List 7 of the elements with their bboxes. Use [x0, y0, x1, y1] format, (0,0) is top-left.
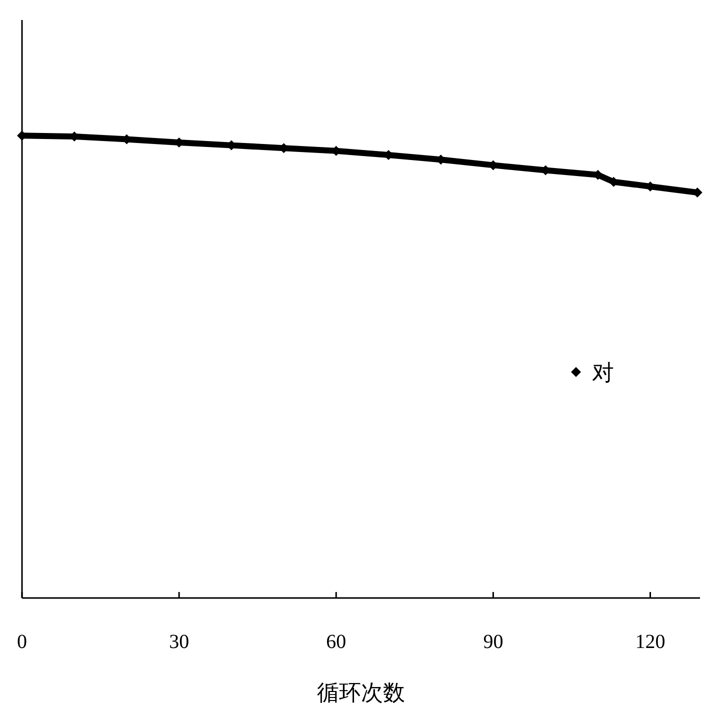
x-tick-label: 0	[17, 631, 27, 653]
x-tick-label: 60	[326, 631, 346, 653]
x-tick-label: 30	[169, 631, 190, 653]
x-axis-title: 循环次数	[317, 681, 405, 706]
x-tick-label: 120	[635, 631, 666, 653]
x-tick-label: 90	[483, 631, 504, 653]
legend-label: 对	[592, 361, 614, 386]
